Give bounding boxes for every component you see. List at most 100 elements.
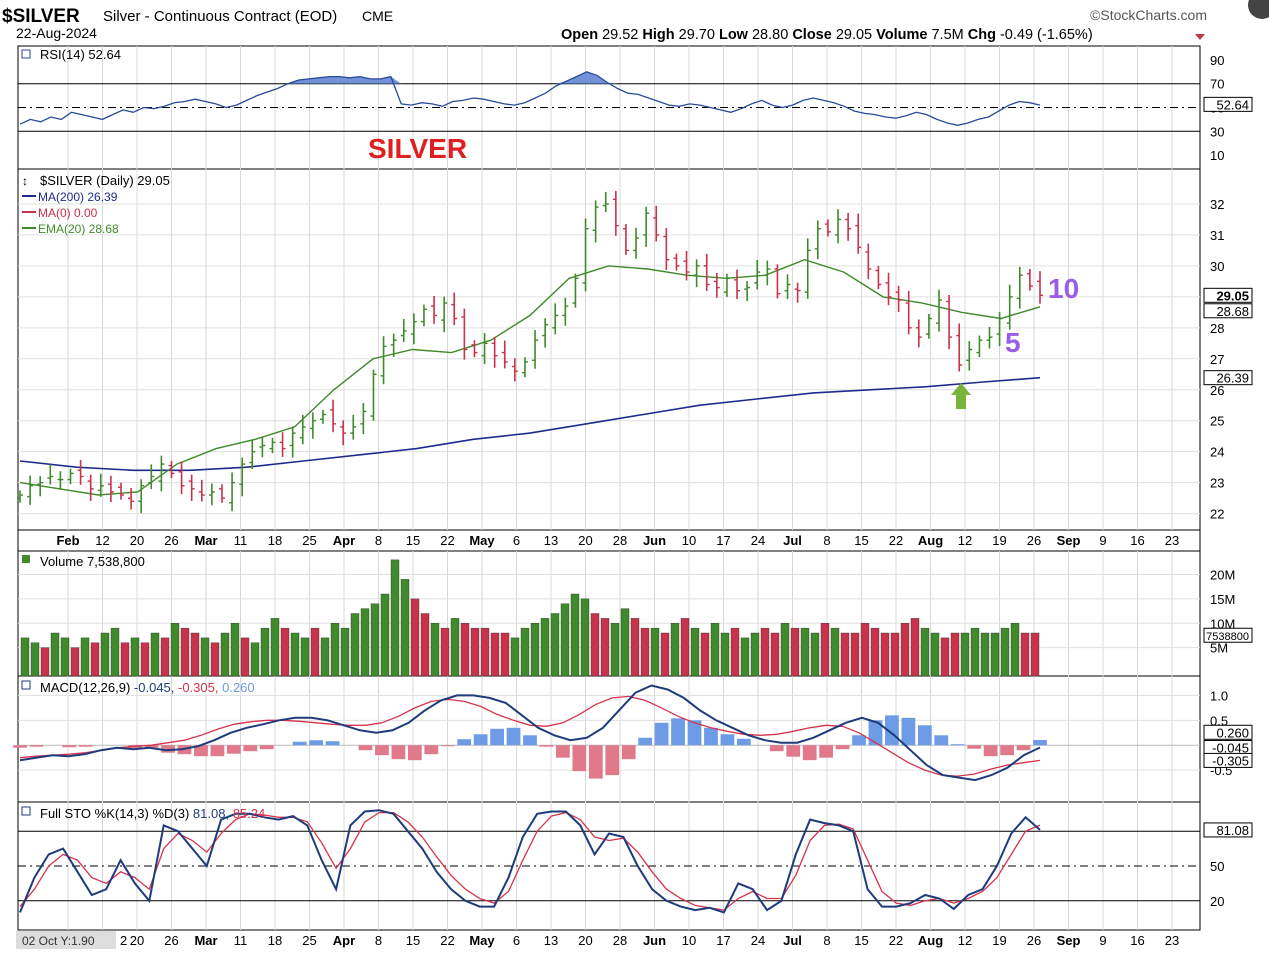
macd-histogram-bar [490, 728, 504, 746]
x-tick-label-bottom: 20 [130, 933, 144, 948]
ma200-last-value: 26.39 [1216, 371, 1249, 386]
x-tick-label-bottom: 6 [513, 933, 520, 948]
x-tick-label-bottom: 24 [751, 933, 765, 948]
volume-bar [530, 623, 540, 677]
sto-legend-k: 81.08, [193, 806, 233, 821]
macd-histogram-bar [967, 745, 982, 749]
quote-part: 29.70 [675, 27, 719, 43]
macd-histogram-bar [687, 720, 702, 746]
volume-bar [230, 623, 240, 677]
x-tick-label: 8 [375, 533, 382, 548]
volume-bar [920, 627, 930, 677]
x-tick-label: 13 [544, 533, 558, 548]
x-tick-label: Jun [643, 533, 666, 548]
x-tick-label-bottom: 15 [854, 933, 868, 948]
volume-bar [420, 613, 430, 677]
volume-bar [210, 642, 220, 677]
quote-part: High [642, 27, 674, 43]
macd-histogram-bar [13, 745, 27, 748]
sto-last-value-box [1203, 822, 1253, 838]
x-tick-label: 18 [268, 533, 282, 548]
macd-histogram-bar [325, 741, 340, 746]
quote-part: Close [792, 27, 832, 43]
volume-bar [20, 637, 30, 677]
sto-last-value: 81.08 [1216, 823, 1249, 838]
ma200-legend: MA(200) 26.39 [38, 190, 118, 204]
volume-bar [90, 642, 100, 677]
x-tick-label: 10 [682, 533, 696, 548]
volume-bar [400, 579, 410, 677]
volume-bar [580, 598, 590, 677]
x-tick-label: 9 [1099, 533, 1106, 548]
volume-bar [790, 627, 800, 677]
x-tick-label: 24 [751, 533, 765, 548]
x-tick-label-bottom: 10 [682, 933, 696, 948]
macd-histogram-bar [1033, 739, 1047, 746]
macd-tick: 0.5 [1210, 713, 1228, 728]
macd-histogram-bar [934, 735, 949, 746]
volume-bar [70, 647, 80, 677]
ma200-line [19, 376, 1041, 472]
volume-bar [760, 627, 770, 677]
ema20-line [19, 258, 1041, 496]
macd-histogram-bar [819, 745, 834, 758]
x-tick-label-bottom: 25 [302, 933, 316, 948]
x-tick-label: 16 [1130, 533, 1144, 548]
volume-bar [780, 623, 790, 677]
volume-bar [880, 632, 890, 677]
volume-bar [630, 618, 640, 677]
macd-histogram-bar [621, 745, 636, 760]
rsi-tick: 90 [1210, 53, 1224, 68]
volume-bar [60, 637, 70, 677]
macd-histogram-bar [358, 745, 373, 751]
sto-legend-prefix: Full STO %K(14,3) %D(3) [40, 806, 193, 821]
x-tick-label-bottom: 20 [578, 933, 592, 948]
x-tick-label-bottom: 16 [1130, 933, 1144, 948]
macd-histogram-bar [852, 735, 866, 746]
volume-bar [600, 618, 610, 677]
macd-histogram-bar [769, 745, 784, 752]
quote-part: 28.80 [748, 27, 792, 43]
price-tick: 25 [1210, 414, 1224, 429]
x-tick-label-bottom: Jun [643, 933, 666, 948]
volume-bar [500, 632, 510, 677]
x-tick-label-bottom: 22 [440, 933, 454, 948]
quote-part: Open [561, 27, 598, 43]
close-icon [1248, 0, 1269, 19]
volume-bar [320, 637, 330, 677]
volume-tick: 15M [1210, 592, 1235, 607]
rsi-tick: 10 [1210, 148, 1224, 163]
volume-bar [490, 632, 500, 677]
volume-bar [930, 632, 940, 677]
x-tick-label-bottom: 8 [375, 933, 382, 948]
rsi-line [19, 71, 1041, 126]
macd-legend-signal: -0.305, [178, 680, 222, 695]
macd-histogram-bar [983, 745, 998, 757]
volume-bar [50, 632, 60, 677]
macd-hist-last: 0.260 [1216, 725, 1249, 740]
volume-bar [480, 627, 490, 677]
macd-histogram-bar [1000, 745, 1014, 756]
price-tick: 23 [1210, 476, 1224, 491]
macd-histogram-bar [638, 737, 653, 746]
volume-legend-icon [22, 555, 30, 563]
volume-bar [300, 637, 310, 677]
sto-legend-icon [21, 806, 31, 816]
volume-bar [470, 627, 480, 677]
x-tick-label-bottom: Aug [918, 933, 943, 948]
volume-bar [550, 613, 560, 677]
x-tick-label: Feb [56, 533, 79, 548]
macd-histogram-bar [671, 718, 685, 746]
x-tick-label-bottom: 15 [406, 933, 420, 948]
volume-bar [570, 593, 580, 677]
volume-bar [680, 618, 690, 677]
sto-tick: 20 [1210, 894, 1224, 909]
exchange-label: CME [362, 8, 393, 24]
contract-description: Silver - Continuous Contract (EOD) [103, 8, 337, 25]
x-tick-label-bottom: 17 [716, 933, 730, 948]
macd-histogram-bar [654, 722, 669, 746]
macd-histogram-bar [259, 745, 274, 750]
price-last-close-box [1203, 287, 1253, 303]
x-tick-label: 15 [854, 533, 868, 548]
green-up-arrow-icon [951, 383, 971, 409]
